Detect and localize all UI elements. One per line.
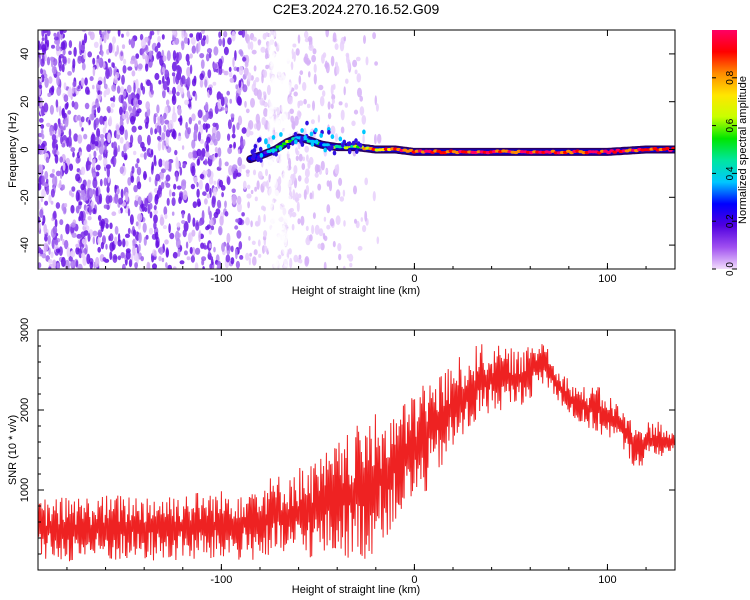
- spectrogram-y-axis-label: Frequency (Hz): [7, 112, 19, 188]
- snr-y-axis-label: SNR (10 * v/v): [7, 415, 19, 485]
- spectrogram-panel: -100 0 100 -40 -20 0 20 40 Height of straight l…: [7, 29, 676, 297]
- spectrogram-heatmap: [38, 30, 675, 269]
- spectrogram-x-axis-label: Height of straight line (km): [292, 285, 420, 297]
- x-tick-label: -100: [210, 574, 232, 586]
- colorbar-tick-label: 0.8: [725, 70, 736, 84]
- y-tick-label: 40: [19, 48, 31, 60]
- y-tick-label: -20: [19, 189, 31, 205]
- colorbar-tick-label: 0.2: [725, 214, 736, 228]
- y-tick-label: 20: [19, 96, 31, 108]
- snr-frame: [37, 329, 676, 571]
- colorbar-tick-label: 0.6: [725, 118, 736, 132]
- x-tick-label: -100: [210, 273, 232, 285]
- y-tick-label: 0: [19, 146, 31, 152]
- y-tick-label: 3000: [19, 318, 31, 342]
- x-tick-label: 100: [598, 574, 616, 586]
- y-tick-label: 1000: [19, 478, 31, 502]
- colorbar-tick-label: 0.4: [725, 166, 736, 180]
- colorbar-tick-label: 0.0: [725, 262, 736, 276]
- colorbar-ticks: 0.0 0.2 0.4 0.6 0.8: [712, 70, 737, 276]
- x-tick-label: 0: [411, 574, 417, 586]
- colorbar-label: Normalized spectral amplitude: [737, 76, 749, 224]
- y-tick-label: -40: [19, 237, 31, 253]
- figure-title: C2E3.2024.270.16.52.G09: [273, 1, 440, 17]
- spectrogram-axes: -100 0 100 -40 -20 0 20 40: [19, 29, 675, 285]
- colorbar-gradient: [712, 30, 737, 269]
- colorbar: 0.0 0.2 0.4 0.6 0.8 Normalized spectral ampl…: [712, 30, 749, 276]
- snr-x-axis-label: Height of straight line (km): [292, 584, 420, 596]
- snr-panel: -100 0 100 1000 2000 3000 Height of straight …: [7, 318, 676, 596]
- snr-line: [38, 344, 675, 562]
- y-tick-label: 2000: [19, 398, 31, 422]
- snr-axes: -100 0 100 1000 2000 3000: [19, 318, 675, 586]
- snr-series: [38, 344, 675, 562]
- x-tick-label: 100: [598, 273, 616, 285]
- x-tick-label: 0: [411, 273, 417, 285]
